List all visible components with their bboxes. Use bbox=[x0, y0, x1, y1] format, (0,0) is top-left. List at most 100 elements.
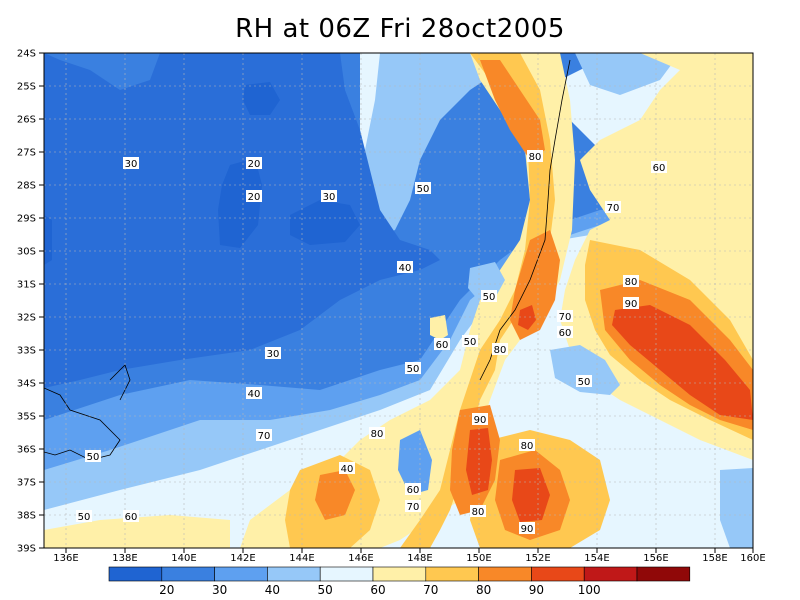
contour-label-bg bbox=[623, 275, 639, 287]
contour-label: 80 bbox=[371, 429, 384, 440]
contour-label-bg bbox=[576, 375, 592, 387]
lat-tick-label: 35S bbox=[17, 412, 36, 423]
lat-tick-label: 36S bbox=[17, 445, 36, 456]
rh-min-cell-3 bbox=[290, 200, 360, 245]
contour-label: 50 bbox=[578, 377, 591, 388]
lat-tick-label: 32S bbox=[17, 313, 36, 324]
rh-band-90-sw bbox=[315, 470, 355, 520]
contour-label: 70 bbox=[559, 312, 572, 323]
lat-tick-label: 24S bbox=[17, 49, 36, 60]
colorbar-label: 60 bbox=[370, 583, 385, 597]
rh-core-south bbox=[466, 428, 492, 495]
contour-label: 50 bbox=[417, 184, 430, 195]
contour-label: 40 bbox=[399, 263, 412, 274]
contour-label-bg bbox=[405, 500, 421, 512]
contour-label-bg bbox=[605, 201, 621, 213]
contour-label: 70 bbox=[258, 431, 271, 442]
colorbar-swatch bbox=[214, 566, 268, 582]
contour-label: 80 bbox=[472, 507, 485, 518]
contour-label-bg bbox=[339, 462, 355, 474]
colorbar-swatch bbox=[161, 566, 215, 582]
contour-label-bg bbox=[462, 335, 478, 347]
contour-label: 80 bbox=[625, 277, 638, 288]
rh-band-90-north bbox=[480, 60, 545, 160]
rh-patch-yellow-1 bbox=[430, 315, 448, 340]
contour-label-bg bbox=[123, 510, 139, 522]
lat-tick-label: 28S bbox=[17, 181, 36, 192]
colorbar-swatch bbox=[531, 566, 585, 582]
colorbar-swatch bbox=[108, 566, 163, 582]
colorbar-swatch bbox=[319, 566, 374, 582]
contour-label: 30 bbox=[323, 192, 336, 203]
latitude-axis: 24S 25S 26S 27S 28S 29S 30S 31S 32S 33S 34S 35S 36S 3… bbox=[17, 49, 44, 555]
lat-tick-label: 27S bbox=[17, 148, 36, 159]
lon-tick-label: 136E bbox=[53, 553, 78, 564]
contour-label-bg bbox=[123, 157, 139, 169]
lon-tick-label: 150E bbox=[466, 553, 491, 564]
rh-patch-blue-south bbox=[398, 430, 432, 495]
contour-label: 20 bbox=[248, 159, 261, 170]
lon-tick-label: 146E bbox=[348, 553, 373, 564]
lat-tick-label: 33S bbox=[17, 346, 36, 357]
lat-tick-label: 26S bbox=[17, 115, 36, 126]
contour-label-bg bbox=[470, 505, 486, 517]
colorbar-label: 50 bbox=[318, 583, 333, 597]
contour-label-bg bbox=[405, 483, 421, 495]
contour-label-bg bbox=[397, 261, 413, 273]
rh-min-cell-2 bbox=[218, 158, 262, 248]
lon-tick-label: 156E bbox=[643, 553, 668, 564]
contour-label-bg bbox=[76, 510, 92, 522]
lon-tick-label: 154E bbox=[584, 553, 609, 564]
lon-tick-label: 158E bbox=[702, 553, 727, 564]
contour-label-bg bbox=[246, 190, 262, 202]
contour-label-bg bbox=[85, 450, 101, 462]
rh-patch-nw bbox=[44, 53, 160, 90]
colorbar-swatch bbox=[372, 566, 427, 582]
colorbar-swatch bbox=[267, 566, 321, 582]
contour-label: 40 bbox=[248, 389, 261, 400]
plot-frame bbox=[43, 52, 754, 549]
contour-label: 30 bbox=[267, 349, 280, 360]
contour-label-bg bbox=[481, 290, 497, 302]
lon-tick-label: 144E bbox=[289, 553, 314, 564]
lat-tick-label: 31S bbox=[17, 280, 36, 291]
contour-label: 50 bbox=[464, 337, 477, 348]
rh-min-cell-1 bbox=[243, 82, 280, 115]
contour-label: 60 bbox=[407, 485, 420, 496]
contour-label-bg bbox=[519, 522, 535, 534]
lon-tick-label: 152E bbox=[525, 553, 550, 564]
longitude-axis: 136E 138E 140E 142E 144E 146E 148E 150E 152E 154E… bbox=[53, 548, 766, 564]
contour-label: 90 bbox=[474, 415, 487, 426]
grid bbox=[44, 53, 753, 548]
contour-label-bg bbox=[623, 297, 639, 309]
lat-tick-label: 34S bbox=[17, 379, 36, 390]
colorbar-label: 40 bbox=[265, 583, 280, 597]
colorbar-label: 70 bbox=[423, 583, 438, 597]
contour-label-bg bbox=[246, 157, 262, 169]
contour-label-bg bbox=[557, 310, 573, 322]
rh-min-cell-4 bbox=[44, 215, 52, 265]
colorbar-label: 80 bbox=[476, 583, 491, 597]
contour-label: 60 bbox=[559, 328, 572, 339]
contour-label: 80 bbox=[521, 441, 534, 452]
contour-label-bg bbox=[519, 439, 535, 451]
colorbar-label: 30 bbox=[212, 583, 227, 597]
contour-label: 90 bbox=[625, 299, 638, 310]
contour-label: 50 bbox=[78, 512, 91, 523]
contour-label-bg bbox=[405, 362, 421, 374]
rh-band-upper-light-blue bbox=[355, 53, 500, 240]
rh-patch-se bbox=[720, 468, 753, 548]
contour-label: 70 bbox=[607, 203, 620, 214]
lat-tick-label: 29S bbox=[17, 214, 36, 225]
contour-label: 60 bbox=[653, 163, 666, 174]
contour-label-bg bbox=[492, 343, 508, 355]
colorbar-swatch bbox=[425, 566, 479, 582]
lon-tick-label: 148E bbox=[407, 553, 432, 564]
lat-tick-label: 25S bbox=[17, 82, 36, 93]
lat-tick-label: 39S bbox=[17, 544, 36, 555]
colorbar-swatch bbox=[583, 566, 638, 582]
lat-tick-label: 30S bbox=[17, 247, 36, 258]
rh-core-central bbox=[518, 305, 536, 330]
coastline-south bbox=[44, 387, 121, 461]
